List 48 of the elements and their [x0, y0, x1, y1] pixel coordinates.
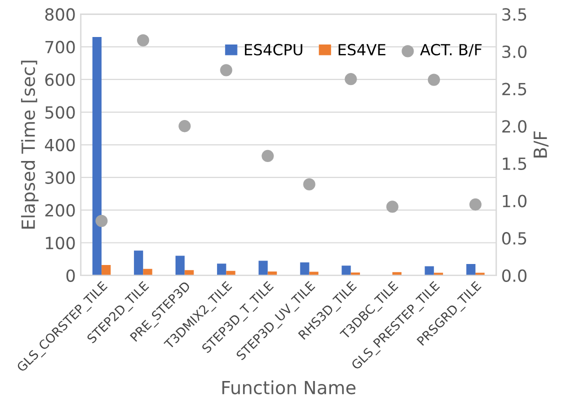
- y-tick-label: 200: [45, 204, 75, 217]
- point: [344, 73, 357, 86]
- y-tick-label: 800: [45, 8, 75, 21]
- bar: [424, 266, 434, 276]
- point: [178, 120, 191, 132]
- y-axis-title: Elapsed Time [sec]: [21, 60, 39, 229]
- point: [469, 198, 482, 211]
- y2-tick-label: 0.0: [502, 269, 526, 282]
- y2-tick-label: 1.5: [502, 158, 526, 170]
- point: [262, 150, 274, 162]
- y2-tick-label: 3.0: [502, 45, 526, 58]
- point: [386, 200, 398, 213]
- y-tick-label: 100: [46, 236, 75, 250]
- legend-label: ES4CPU: [244, 44, 302, 56]
- y-tick-label: 300: [45, 171, 75, 184]
- bar: [134, 250, 144, 276]
- bar: [102, 264, 111, 276]
- y2-axis-title: B/F: [534, 131, 549, 158]
- y2-tick-label: 2.5: [502, 82, 526, 96]
- y2-tick-label: 1.0: [502, 194, 526, 208]
- y-tick-label: 600: [45, 73, 75, 86]
- bar: [184, 270, 194, 276]
- y-tick-label: 0: [66, 269, 75, 282]
- point: [137, 34, 150, 46]
- y-tick-label: 500: [45, 106, 75, 119]
- bar: [258, 260, 268, 276]
- bar: [466, 264, 476, 276]
- bar: [300, 262, 310, 276]
- y2-tick-label: 2.0: [502, 120, 526, 133]
- x-axis-title: Function Name: [222, 380, 356, 394]
- bar: [217, 264, 226, 276]
- point: [95, 214, 108, 227]
- point: [428, 74, 440, 86]
- bar: [392, 272, 402, 276]
- bar: [92, 37, 102, 276]
- bar: [176, 256, 185, 276]
- legend-label: ACT. B/F: [420, 44, 482, 57]
- legend-label: ES4VE: [338, 44, 386, 56]
- bar: [268, 271, 277, 276]
- y-tick-label: 400: [44, 138, 75, 152]
- bar: [143, 268, 152, 276]
- point: [220, 64, 232, 76]
- point: [303, 178, 316, 190]
- y2-tick-label: 0.5: [502, 232, 526, 245]
- bar: [226, 270, 236, 276]
- bar: [342, 266, 351, 276]
- y2-tick-label: 3.5: [502, 8, 526, 21]
- y-tick-label: 700: [45, 40, 75, 54]
